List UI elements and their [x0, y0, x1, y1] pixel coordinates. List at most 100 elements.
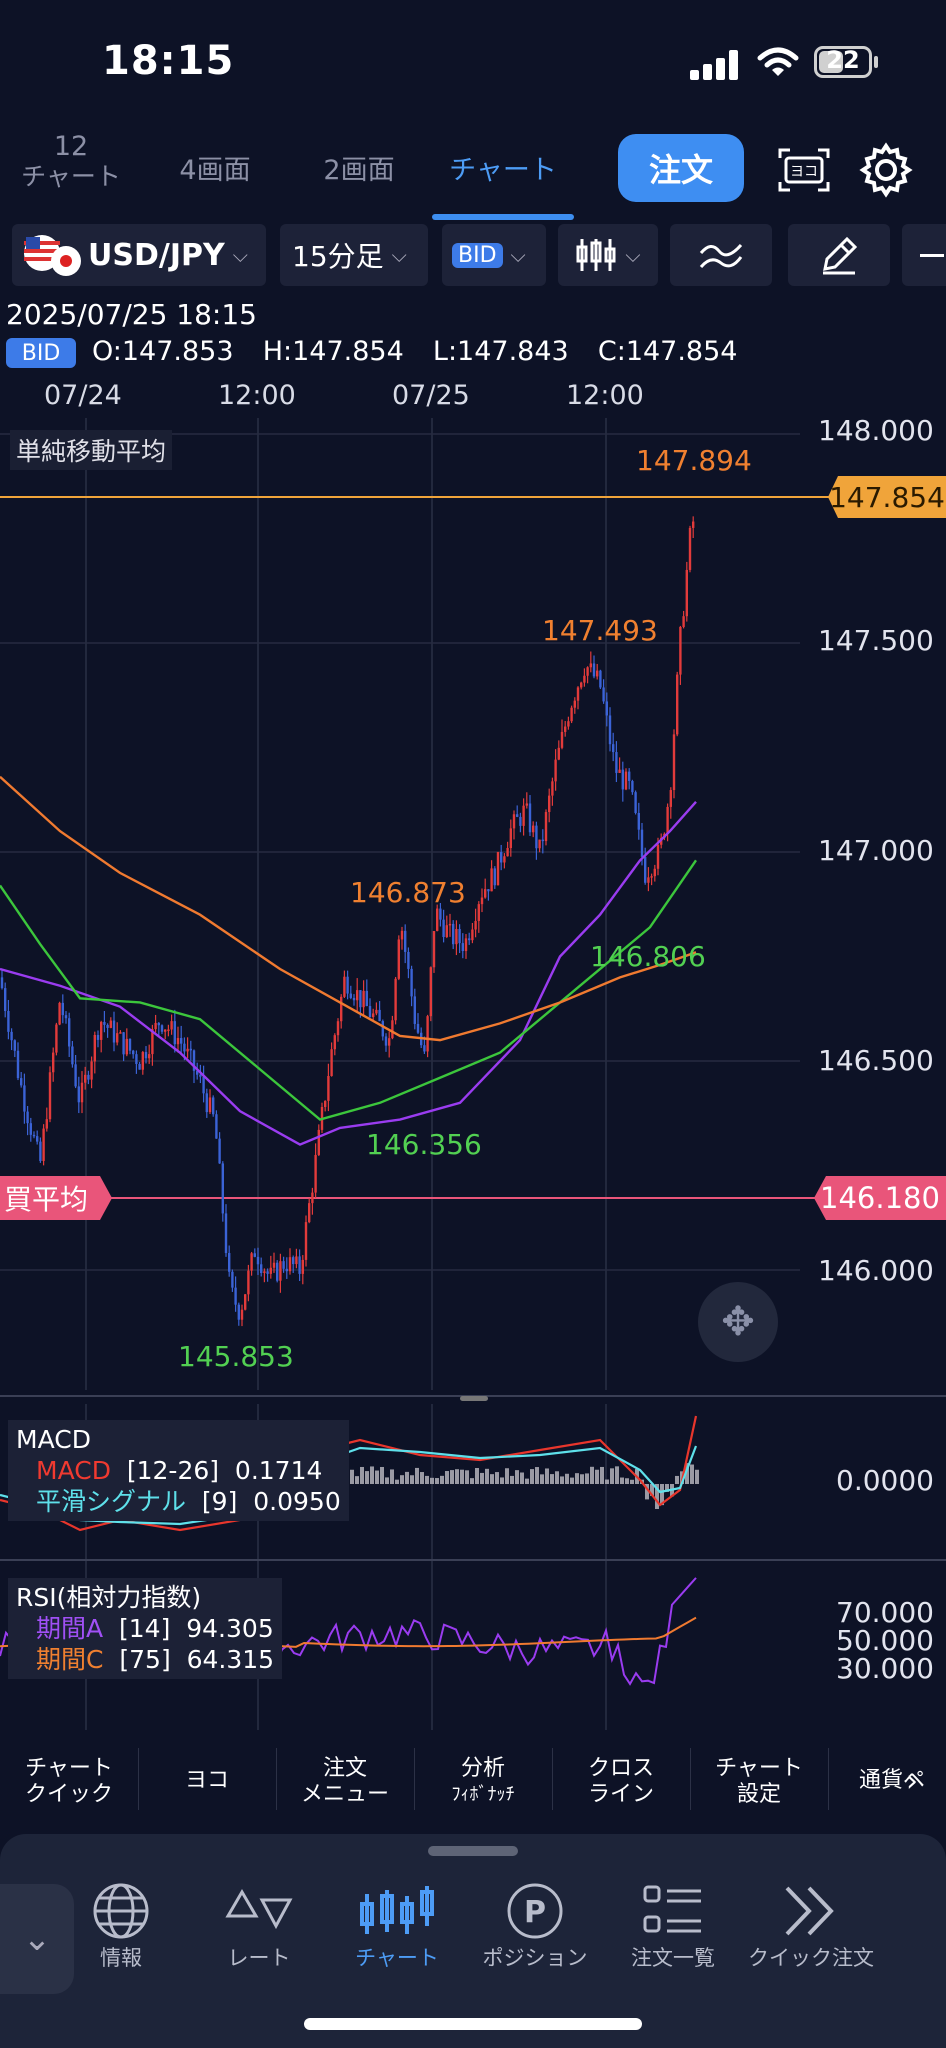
candle-body	[618, 769, 621, 773]
candle-body	[612, 744, 615, 753]
indicator-button[interactable]	[670, 224, 772, 286]
candle-body	[503, 856, 506, 863]
x-tick-label: 12:00	[566, 380, 644, 411]
chart-canvas[interactable]	[0, 418, 946, 1730]
price-candles	[0, 516, 695, 1327]
macd-histogram-bar	[465, 1470, 469, 1484]
nav-quick-order[interactable]: クイック注文	[746, 1880, 876, 1972]
chart-grid	[0, 418, 946, 1730]
candle-body	[74, 1064, 77, 1087]
candle-body	[128, 1038, 132, 1051]
candle-body	[624, 771, 628, 790]
pair-label: USD/JPY	[88, 237, 225, 273]
nav-rate[interactable]: レート	[194, 1880, 324, 1972]
nav-order-list[interactable]: 注文一覧	[608, 1880, 738, 1972]
signal-icon	[690, 50, 738, 80]
tool-crossline[interactable]: クロス ライン	[587, 1756, 654, 1807]
ma-mid-line	[0, 859, 697, 1121]
move-arrows-icon[interactable]: ✥	[698, 1282, 778, 1362]
avg-buy-price-tag: 146.180	[814, 1176, 946, 1220]
indicator-label: 単純移動平均	[10, 430, 173, 470]
candle-body	[669, 790, 672, 807]
tool-currency-pair[interactable]: 通貨ペ	[858, 1768, 925, 1793]
draw-tool-button[interactable]	[788, 224, 890, 286]
candle-body	[666, 806, 669, 834]
macd-histogram-bar	[610, 1468, 614, 1484]
candle-body	[224, 1213, 228, 1254]
chevron-right-icon[interactable]: ›	[906, 1764, 918, 1799]
candle-body	[58, 1002, 61, 1025]
tab-12-chart[interactable]: 12 チャート	[16, 132, 126, 192]
candle-body	[592, 663, 596, 677]
nav-chart[interactable]: チャート	[332, 1880, 462, 1972]
candle-body	[84, 1074, 87, 1083]
active-tab-indicator	[432, 214, 574, 220]
tool-order-menu[interactable]: 注文 メニュー	[300, 1756, 389, 1807]
candle-body	[52, 1052, 55, 1073]
currency-pair-selector[interactable]: USD/JPY ⌵	[12, 224, 266, 286]
candle-body	[429, 967, 432, 1017]
macd-histogram-bar	[550, 1474, 554, 1484]
candle-body	[573, 700, 576, 708]
candle-body	[39, 1141, 42, 1161]
chevron-down-icon: ⌵	[625, 243, 641, 267]
macd-histogram-bar	[380, 1466, 384, 1484]
candle-body	[77, 1086, 80, 1103]
candle-body	[340, 996, 343, 1022]
macd-histogram-bar	[560, 1476, 564, 1484]
candle-body	[26, 1111, 29, 1124]
candlestick-icon	[576, 239, 616, 271]
ohlc-values: O:147.853 H:147.854 L:147.843 C:147.854	[92, 336, 738, 367]
candle-body	[36, 1136, 39, 1142]
macd-histogram-bar	[630, 1479, 634, 1484]
tool-landscape[interactable]: ヨコ	[184, 1768, 229, 1793]
tab-2-screens[interactable]: 2画面	[323, 155, 395, 186]
candle-body	[100, 1021, 103, 1040]
y-tick-label: 146.000	[818, 1254, 934, 1287]
candle-body	[426, 1016, 429, 1052]
candle-body	[176, 1038, 180, 1045]
tool-chart-settings[interactable]: チャート 設定	[715, 1756, 803, 1807]
macd-histogram-bar	[620, 1477, 624, 1484]
tab-chart[interactable]: チャート	[449, 155, 557, 186]
candle-body	[471, 929, 474, 941]
nav-info[interactable]: 情報	[56, 1880, 186, 1972]
rsi-y-tick: 30.000	[836, 1652, 934, 1685]
timeframe-selector[interactable]: 15分足 ⌵	[280, 224, 428, 286]
macd-histogram-bar	[405, 1471, 409, 1484]
nav-position[interactable]: P ポジション	[470, 1880, 600, 1972]
collapse-down-icon[interactable]: ⌄	[0, 1884, 74, 1994]
candle-body	[269, 1267, 272, 1274]
settings-gear-icon[interactable]	[858, 142, 914, 198]
landscape-icon[interactable]: ヨコ	[776, 146, 832, 194]
candle-body	[228, 1253, 231, 1272]
chart-type-selector[interactable]: ⌵	[558, 224, 658, 286]
candle-body	[372, 1013, 375, 1018]
candle-body	[212, 1097, 215, 1115]
candle-body	[560, 731, 564, 748]
candle-body	[586, 667, 589, 676]
macd-histogram-bar	[655, 1484, 659, 1510]
candle-body	[272, 1262, 276, 1268]
svg-text:ヨコ: ヨコ	[790, 164, 818, 180]
candle-body	[112, 1020, 116, 1043]
tool-chart-quick[interactable]: チャート クイック	[24, 1756, 113, 1807]
candle-body	[154, 1022, 157, 1030]
candle-body	[218, 1138, 221, 1164]
minus-button[interactable]	[902, 224, 946, 286]
candle-body	[692, 521, 695, 528]
panel-resize-handle[interactable]	[460, 1396, 488, 1401]
sheet-handle[interactable]	[428, 1846, 518, 1856]
candle-body	[116, 1033, 119, 1043]
candle-body	[20, 1078, 23, 1086]
candle-body	[202, 1076, 205, 1094]
macd-histogram-bar	[385, 1477, 389, 1484]
candle-body	[452, 923, 455, 945]
tab-4-screens[interactable]: 4画面	[179, 155, 251, 186]
candle-body	[628, 771, 631, 782]
candle-body	[167, 1029, 170, 1031]
candle-body	[160, 1025, 164, 1032]
price-type-selector[interactable]: BID ⌵	[442, 224, 546, 286]
order-button[interactable]: 注文	[618, 134, 744, 202]
tool-analysis-fibonacci[interactable]: 分析 ﾌｨﾎﾞﾅｯﾁ	[451, 1756, 515, 1805]
